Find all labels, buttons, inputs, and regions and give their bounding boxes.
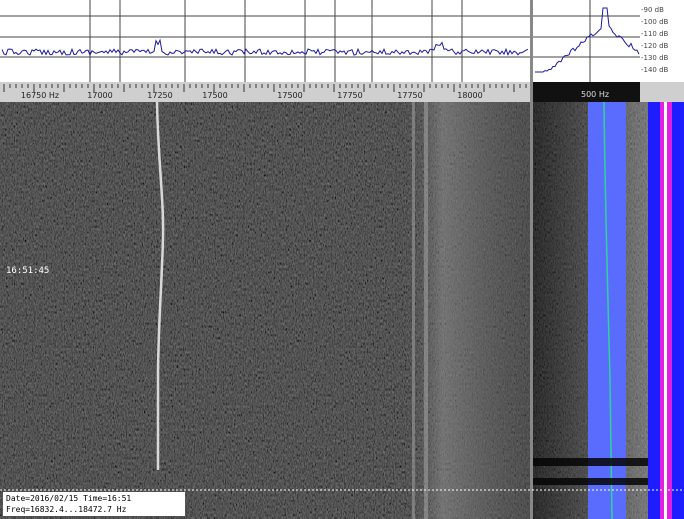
zoom-signal-band (588, 102, 626, 519)
time-marker: 16:51:45 (6, 266, 49, 276)
db-label: -90 dB (641, 6, 664, 14)
page: {"spectrum": { "freq_labels": ["16750 Hz… (0, 0, 684, 519)
color-bar (648, 102, 660, 519)
frequency-label: 17750 (337, 91, 362, 100)
frequency-label: 17750 (397, 91, 422, 100)
db-label: -120 dB (641, 42, 669, 50)
frequency-label: 17250 (147, 91, 172, 100)
noise-line (424, 102, 428, 519)
info-date: Date=2016/02/15 Time=16:51 (6, 494, 131, 503)
frequency-label: 17500 (202, 91, 227, 100)
spectrum-panel (0, 0, 684, 82)
zoom-scale-end (640, 82, 684, 102)
info-freq: Freq=16832.4...18472.7 Hz (6, 505, 127, 514)
color-bar (664, 102, 667, 519)
frequency-label: 18000 (457, 91, 482, 100)
db-label: -100 dB (641, 18, 669, 26)
dropout (533, 478, 648, 485)
frequency-label: 17000 (87, 91, 112, 100)
frequency-label: 16750 Hz (21, 91, 59, 100)
panel-divider (530, 0, 533, 519)
noise-line (412, 102, 415, 519)
noise-band (405, 102, 530, 519)
frequency-label: 17500 (277, 91, 302, 100)
frequency-scale (0, 82, 530, 102)
color-bar (672, 102, 684, 519)
spectrum-lab-window: 16:51:45 Date=2016/02/15 Time=16:51 Freq… (0, 0, 684, 519)
dropout (533, 458, 648, 466)
db-label: -140 dB (641, 66, 669, 74)
db-label: -110 dB (641, 30, 669, 38)
zoom-label: 500 Hz (581, 90, 609, 99)
db-label: -130 dB (641, 54, 669, 62)
